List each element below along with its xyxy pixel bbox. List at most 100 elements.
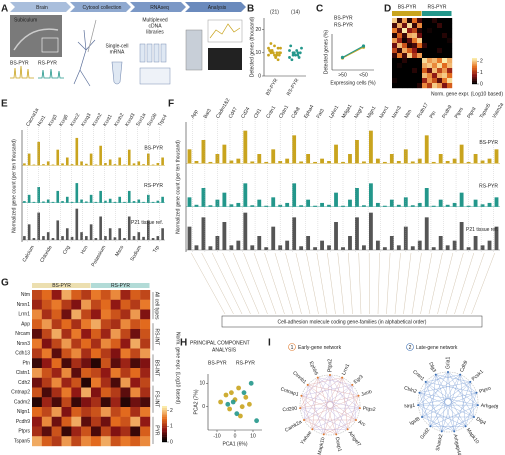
heat-cell — [130, 309, 141, 320]
network-edge — [303, 395, 359, 421]
row-label: Ptn — [22, 360, 30, 366]
heat-cell — [447, 53, 453, 59]
family-label: Chloride — [39, 244, 54, 263]
node-label: Cntn1 — [411, 369, 425, 383]
dot — [271, 51, 275, 55]
heat-cell — [427, 63, 433, 69]
colorbar-step — [162, 418, 167, 421]
heat-cell — [81, 358, 92, 369]
heat-cell — [417, 63, 423, 69]
group-bar — [392, 11, 422, 16]
heat-cell — [100, 397, 111, 408]
colorbar-step — [162, 420, 167, 423]
network-node — [351, 383, 354, 386]
heat-cell — [417, 38, 423, 44]
network-edge — [418, 405, 442, 432]
heat-cell — [417, 53, 423, 59]
heat-cell — [392, 43, 398, 49]
heat-cell — [41, 348, 52, 359]
heat-cell — [81, 368, 92, 378]
legend-label: RS-PYR — [236, 360, 255, 366]
family-label: Mscs — [114, 244, 125, 258]
heat-cell — [130, 407, 141, 417]
heat-cell — [41, 309, 52, 320]
heat-cell — [120, 348, 131, 359]
rs-trace — [38, 68, 64, 79]
heat-cell — [51, 299, 62, 310]
colorbar-step — [162, 411, 167, 414]
heat-cell — [120, 426, 131, 437]
colorbar-step — [472, 64, 477, 66]
y-axis-label: Detected genes (%) — [323, 30, 329, 75]
mrna-label: mRNA — [110, 49, 125, 55]
heat-cell — [432, 73, 438, 79]
point — [254, 418, 259, 424]
heat-cell — [412, 53, 418, 59]
heat-cell — [402, 23, 408, 29]
track-label: BS-PYR — [479, 140, 498, 146]
network-edge — [430, 374, 461, 427]
heat-cell — [447, 73, 453, 79]
heat-cell — [397, 78, 403, 84]
network-edge — [323, 377, 343, 435]
heat-cell — [51, 309, 62, 320]
network-edge — [329, 374, 337, 435]
node-label: Egr3 — [353, 374, 365, 386]
heat-cell — [402, 33, 408, 39]
y-axis-label: PCA2 (7%) — [193, 389, 199, 414]
heat-cell — [130, 299, 141, 310]
network-node — [475, 391, 478, 394]
gene-label: Vstm2a — [491, 102, 505, 120]
network-node — [329, 374, 331, 376]
heat-cell — [100, 319, 111, 330]
colorbar-tick-label: 2 — [480, 59, 483, 65]
heat-cell — [447, 78, 453, 84]
count-label: (21) — [270, 9, 279, 15]
track-label: P21 tissue ref. — [466, 227, 498, 233]
node-label: Shank2 — [435, 434, 444, 452]
heat-cell — [397, 18, 403, 24]
node-label: Gria1 — [445, 357, 451, 369]
heat-cell — [32, 358, 43, 369]
row-label: Pcdh9 — [16, 419, 30, 425]
fan-line — [428, 252, 443, 315]
step-arrow — [185, 2, 246, 12]
colorbar-tick-label: 0 — [480, 81, 483, 87]
heat-cell — [110, 290, 121, 300]
zoom-box — [41, 37, 59, 53]
heat-cell — [437, 83, 443, 89]
network-edge — [421, 392, 477, 418]
heat-cell — [427, 53, 433, 59]
network-node — [341, 376, 344, 379]
heat-cell — [41, 368, 52, 378]
heat-cell — [71, 416, 82, 427]
libraries-label: cDNA — [148, 23, 162, 29]
heat-cell — [91, 309, 102, 320]
heat-cell — [412, 83, 418, 89]
heat-cell — [110, 426, 121, 437]
heat-cell — [427, 38, 433, 44]
analysis-plot — [207, 19, 243, 43]
heat-cell — [392, 38, 398, 44]
gene-label: Fat3 — [316, 108, 326, 120]
x-tick-label: -10 — [213, 433, 220, 439]
dot — [275, 51, 279, 55]
gene-label: Clstn1 — [278, 104, 290, 119]
node-label: Junb — [361, 389, 373, 398]
network-edge — [425, 381, 475, 418]
heat-cell — [422, 38, 428, 44]
fan-line — [437, 252, 454, 315]
heat-cell — [402, 73, 408, 79]
heat-cell — [81, 338, 92, 349]
heat-cell — [432, 28, 438, 34]
heat-cell — [422, 18, 428, 24]
heat-cell — [71, 387, 82, 398]
fan-line — [471, 252, 495, 315]
heat-cell — [442, 63, 448, 69]
heat-cell — [392, 28, 398, 34]
heat-cell — [447, 33, 453, 39]
heat-cell — [422, 73, 428, 79]
colorbar-step — [472, 65, 477, 68]
point — [229, 390, 234, 396]
x-tick-label: 0 — [234, 433, 237, 439]
